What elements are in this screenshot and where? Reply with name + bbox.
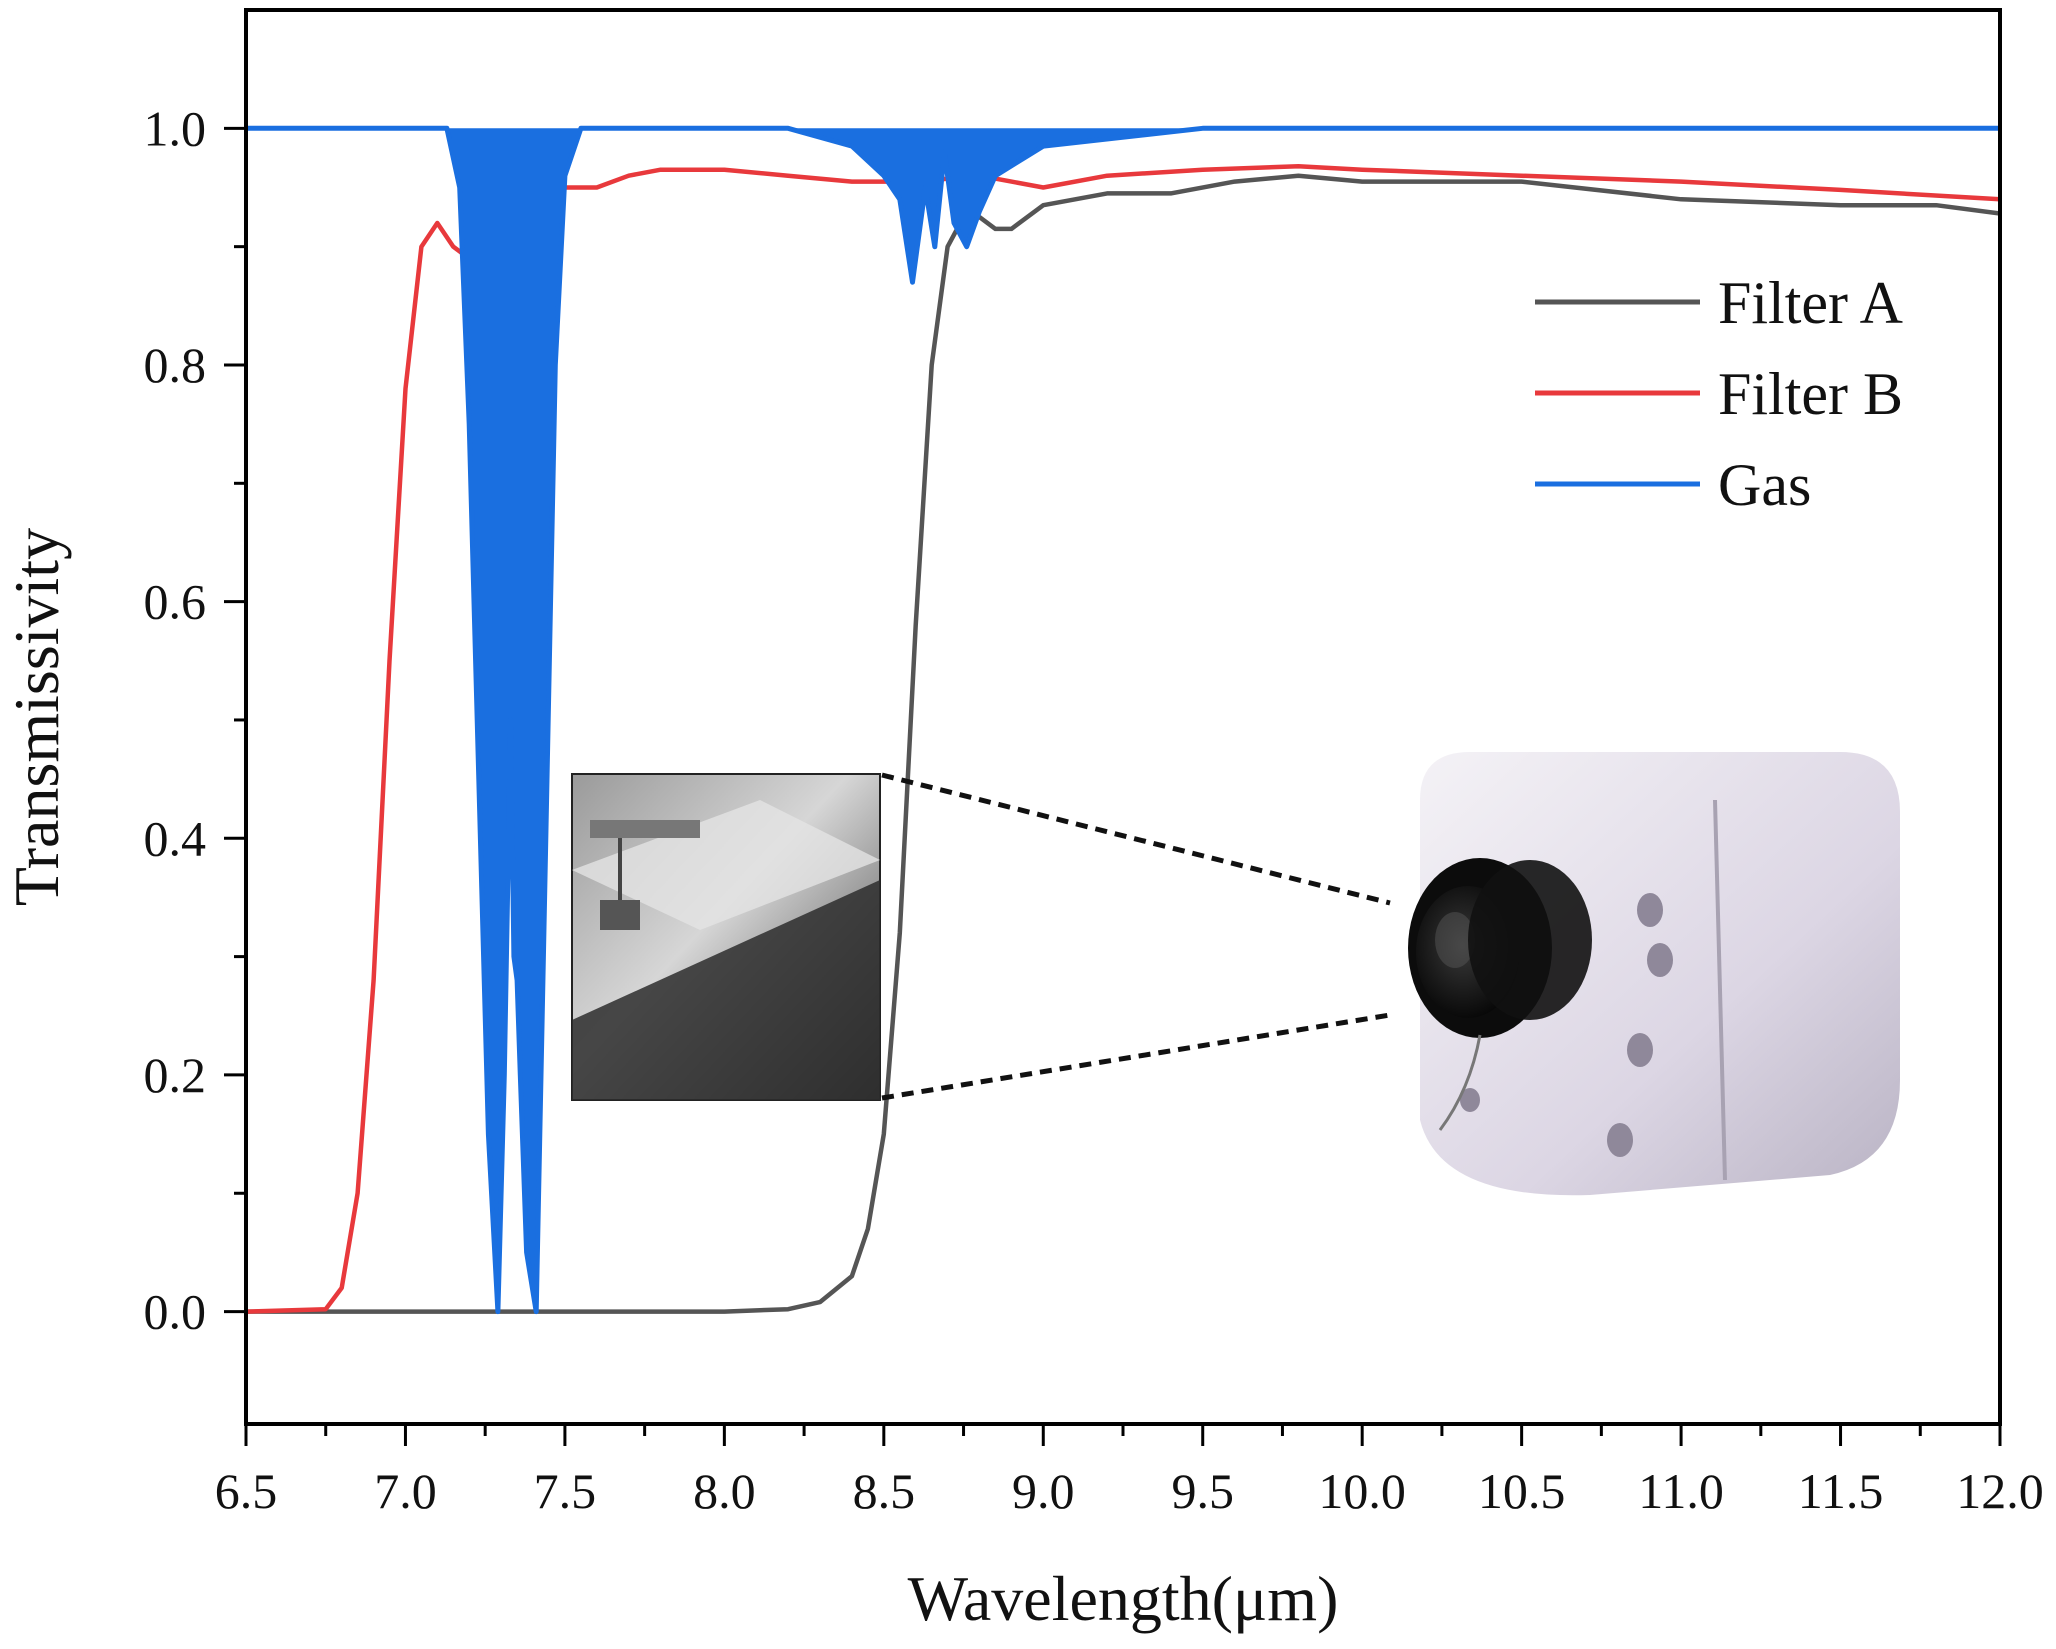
x-tick-label: 6.5	[215, 1463, 278, 1519]
x-tick-label: 11.0	[1638, 1463, 1724, 1519]
y-axis-title: Transmissivity	[1, 528, 72, 906]
y-tick-label: 0.6	[144, 574, 207, 630]
inset-connector-top	[881, 772, 1391, 906]
y-tick-label: 1.0	[144, 100, 207, 156]
y-axis: 0.0 0.2 0.4 0.6 0.8 1.0	[144, 100, 246, 1340]
x-tick-label: 9.0	[1012, 1463, 1075, 1519]
inset-connector-bottom	[881, 1012, 1391, 1101]
x-tick-label: 11.5	[1798, 1463, 1884, 1519]
x-tick-label: 8.5	[853, 1463, 916, 1519]
y-tick-label: 0.4	[144, 810, 207, 866]
legend-label-gas: Gas	[1718, 452, 1811, 518]
x-tick-label: 10.0	[1318, 1463, 1406, 1519]
y-tick-label: 0.0	[144, 1284, 207, 1340]
x-tick-label: 7.5	[534, 1463, 597, 1519]
series-gas-line	[246, 125, 2000, 1315]
x-tick-label: 7.0	[374, 1463, 437, 1519]
x-tick-label: 8.0	[693, 1463, 756, 1519]
y-tick-label: 0.2	[144, 1047, 207, 1103]
x-axis: 6.5 7.0 7.5 8.0 8.5 9.0 9.5 10.0 10.5 11.0 11.5 12.…	[215, 1424, 2044, 1519]
x-tick-label: 10.5	[1478, 1463, 1566, 1519]
x-axis-title: Wavelength(μm)	[908, 1563, 1339, 1634]
camera-photo-inset	[1408, 752, 1900, 1196]
legend-label-filter-b: Filter B	[1718, 361, 1903, 427]
legend: Filter A Filter B Gas	[1535, 270, 1903, 518]
series-filter-b-line	[246, 163, 2000, 1314]
thermal-image-inset	[571, 773, 881, 1101]
x-tick-label: 12.0	[1956, 1463, 2044, 1519]
y-tick-label: 0.8	[144, 337, 207, 393]
series-layer	[246, 125, 2000, 1315]
x-tick-label: 9.5	[1171, 1463, 1234, 1519]
legend-label-filter-a: Filter A	[1718, 270, 1903, 336]
